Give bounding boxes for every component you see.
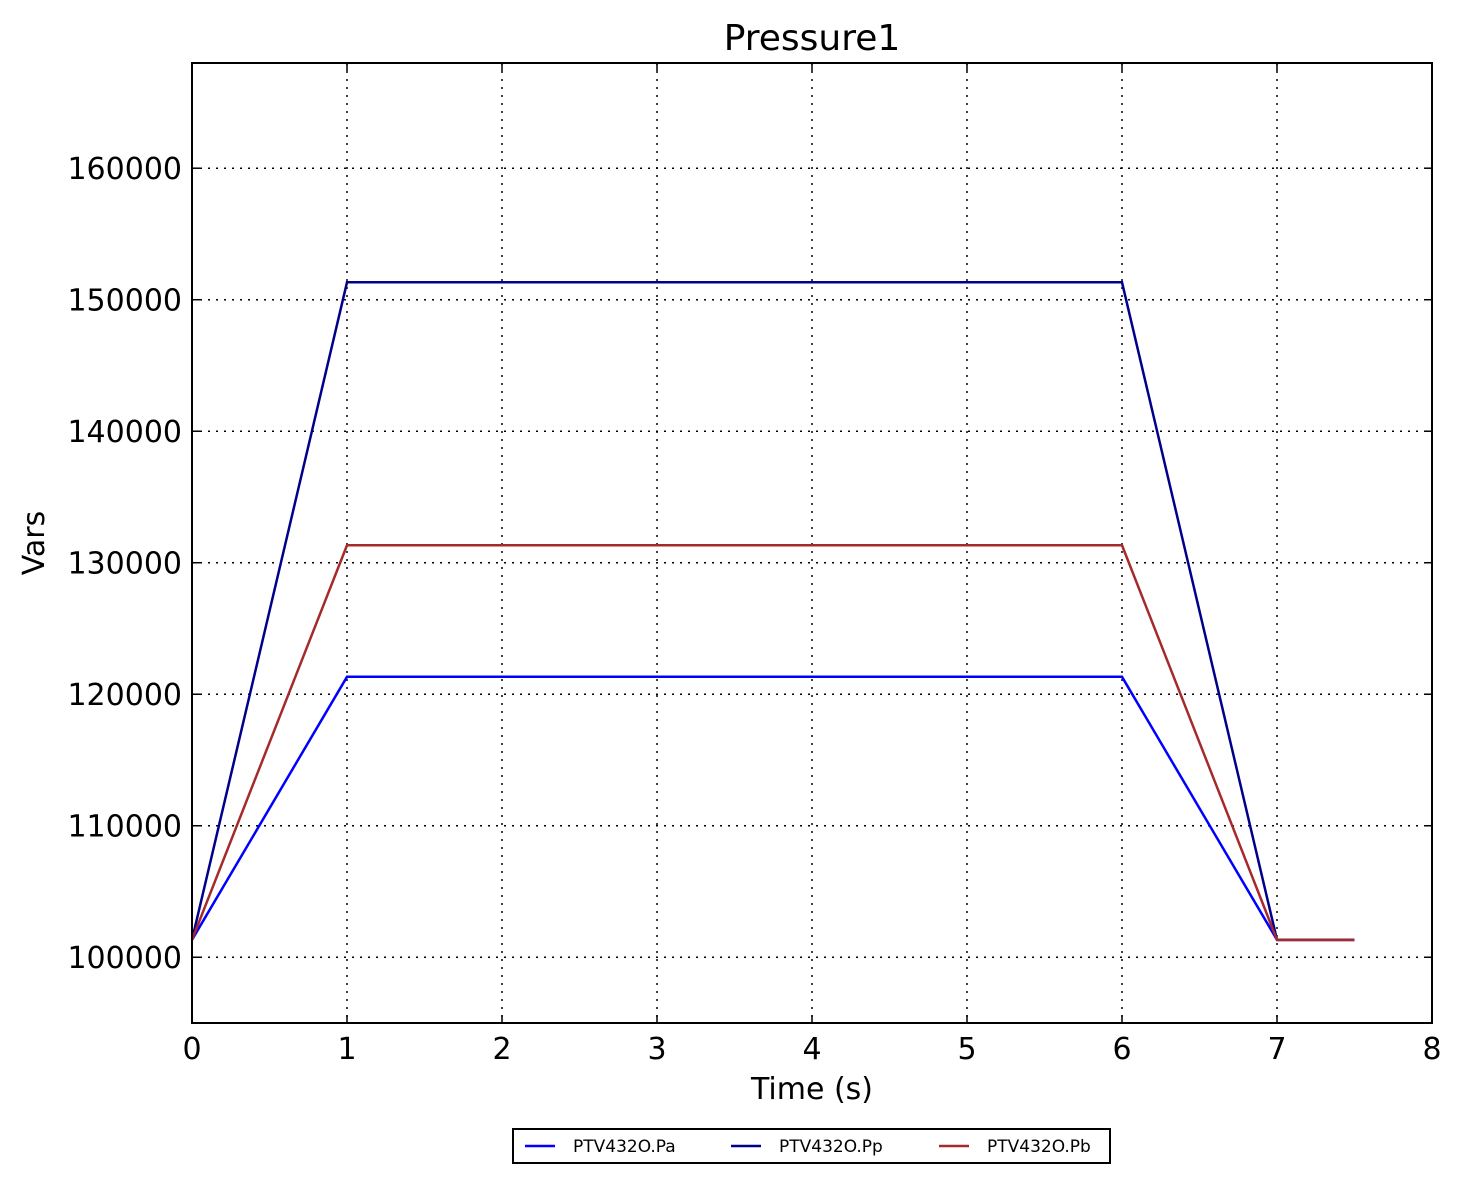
x-tick-label: 6: [1112, 1032, 1131, 1067]
x-tick-label: 0: [182, 1032, 201, 1067]
series-lines: [190, 281, 1355, 942]
grid: [191, 63, 1433, 1023]
x-tick-label: 2: [492, 1032, 511, 1067]
x-tick-label: 7: [1267, 1032, 1286, 1067]
x-tick-label: 5: [957, 1032, 976, 1067]
axis-ticks: 0 1 2 3 4 5 6 7 8 100000 110000 120000 130000 140000 1…: [67, 63, 1442, 1067]
y-tick-label: 120000: [67, 678, 182, 713]
x-tick-label: 3: [647, 1032, 666, 1067]
x-tick-label: 1: [337, 1032, 356, 1067]
y-tick-label: 100000: [67, 941, 182, 976]
y-tick-label: 130000: [67, 547, 182, 582]
legend-box: [512, 1128, 1111, 1164]
x-tick-label: 8: [1422, 1032, 1441, 1067]
y-axis-label: Vars: [17, 511, 52, 576]
y-tick-label: 110000: [67, 810, 182, 845]
legend-label: PTV432O.Pp: [779, 1137, 883, 1157]
y-tick-label: 140000: [67, 415, 182, 450]
legend-label: PTV432O.Pa: [573, 1137, 676, 1157]
legend: PTV432O.Pa PTV432O.Pp PTV432O.Pb: [512, 1128, 1111, 1164]
legend-label: PTV432O.Pb: [987, 1137, 1091, 1157]
x-axis-label: Time (s): [750, 1072, 873, 1107]
series-line-ptv432o-pa: [190, 675, 1355, 942]
series-line-ptv432o-pb: [190, 544, 1355, 942]
plot-frame: [191, 62, 1433, 1024]
y-tick-label: 160000: [67, 152, 182, 187]
chart-title: Pressure1: [724, 18, 901, 59]
x-tick-label: 4: [802, 1032, 821, 1067]
series-line-ptv432o-pp: [190, 281, 1355, 942]
y-tick-label: 150000: [67, 284, 182, 319]
